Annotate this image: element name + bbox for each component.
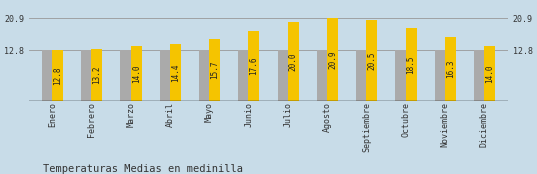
Bar: [278, 50, 288, 101]
Bar: [434, 50, 446, 101]
Text: 14.0: 14.0: [485, 64, 494, 83]
Bar: [356, 50, 367, 101]
Text: 14.0: 14.0: [132, 64, 141, 83]
Bar: [474, 50, 485, 101]
Bar: [52, 50, 63, 101]
Text: 13.2: 13.2: [92, 66, 101, 84]
Bar: [249, 31, 259, 101]
Bar: [395, 50, 407, 101]
Bar: [209, 39, 220, 101]
Text: 12.8: 12.8: [53, 66, 62, 85]
Text: 20.0: 20.0: [289, 52, 297, 71]
Bar: [405, 28, 417, 101]
Text: 16.3: 16.3: [446, 60, 455, 78]
Bar: [170, 44, 181, 101]
Bar: [288, 22, 299, 101]
Bar: [238, 50, 249, 101]
Text: 17.6: 17.6: [250, 57, 258, 76]
Bar: [130, 46, 142, 101]
Text: Temperaturas Medias en medinilla: Temperaturas Medias en medinilla: [43, 164, 243, 174]
Bar: [484, 46, 495, 101]
Text: 15.7: 15.7: [210, 61, 219, 79]
Bar: [91, 49, 103, 101]
Bar: [199, 50, 210, 101]
Bar: [366, 20, 378, 101]
Bar: [120, 50, 132, 101]
Bar: [327, 18, 338, 101]
Text: 14.4: 14.4: [171, 63, 180, 82]
Bar: [81, 50, 92, 101]
Bar: [159, 50, 171, 101]
Bar: [317, 50, 328, 101]
Bar: [445, 37, 456, 101]
Text: 18.5: 18.5: [407, 55, 416, 74]
Bar: [42, 50, 53, 101]
Text: 20.9: 20.9: [328, 50, 337, 69]
Text: 20.5: 20.5: [367, 51, 376, 70]
